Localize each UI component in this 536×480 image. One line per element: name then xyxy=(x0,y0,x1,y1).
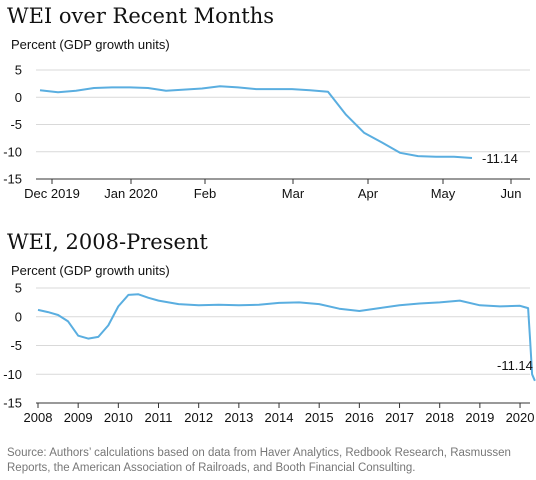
chart2-xtick-label-7: 2015 xyxy=(305,410,334,425)
chart2-ylabel: Percent (GDP growth units) xyxy=(11,263,170,278)
chart2-xtick-label-2: 2010 xyxy=(104,410,133,425)
chart1-xtick-label-1: Jan 2020 xyxy=(104,186,158,201)
chart2-xtick-label-11: 2019 xyxy=(465,410,494,425)
chart2-xtick-label-6: 2014 xyxy=(265,410,294,425)
chart1-xtick-label-2: Feb xyxy=(194,186,216,201)
chart1-xtick-label-3: Mar xyxy=(282,186,305,201)
chart2-xtick-label-10: 2018 xyxy=(425,410,454,425)
chart1-end-label: -11.14 xyxy=(482,151,518,166)
chart1-title: WEI over Recent Months xyxy=(7,4,275,28)
chart2-xtick-label-8: 2016 xyxy=(345,410,374,425)
chart1-xtick-label-4: Apr xyxy=(358,186,379,201)
chart1-ytick-label-3: -10 xyxy=(3,144,22,159)
chart2-ytick-label-1: 0 xyxy=(15,309,22,324)
chart2-end-label: -11.14 xyxy=(497,358,533,373)
chart1-ylabel: Percent (GDP growth units) xyxy=(11,37,170,52)
chart1-ytick-label-1: 0 xyxy=(15,90,22,105)
chart2-title: WEI, 2008-Present xyxy=(7,230,208,254)
chart2-ytick-label-3: -10 xyxy=(3,367,22,382)
source-note: Source: Authors’ calculations based on d… xyxy=(7,447,511,474)
chart1-series-line xyxy=(39,85,473,159)
chart2-ytick-label-4: -15 xyxy=(3,396,22,411)
chart2-xtick-label-9: 2017 xyxy=(385,410,414,425)
chart2-ytick-label-2: -5 xyxy=(10,338,22,353)
chart2-xtick-label-3: 2011 xyxy=(145,410,173,425)
chart2-series-line xyxy=(37,293,536,382)
chart1-ytick-label-2: -5 xyxy=(10,117,22,132)
chart1-xtick-label-5: May xyxy=(431,186,456,201)
chart1-ytick-label-4: -15 xyxy=(3,172,22,187)
chart2-xtick-label-1: 2009 xyxy=(64,410,93,425)
chart2-xtick-label-4: 2012 xyxy=(184,410,213,425)
chart1-xtick-label-6: Jun xyxy=(501,186,522,201)
chart2-xtick-label-12: 2020 xyxy=(506,410,535,425)
chart1-ytick-label-0: 5 xyxy=(15,63,22,78)
chart2-ytick-label-0: 5 xyxy=(15,281,22,296)
chart1-xtick-label-0: Dec 2019 xyxy=(24,186,80,201)
chart2-xtick-label-5: 2013 xyxy=(224,410,253,425)
chart2-xtick-label-0: 2008 xyxy=(24,410,53,425)
